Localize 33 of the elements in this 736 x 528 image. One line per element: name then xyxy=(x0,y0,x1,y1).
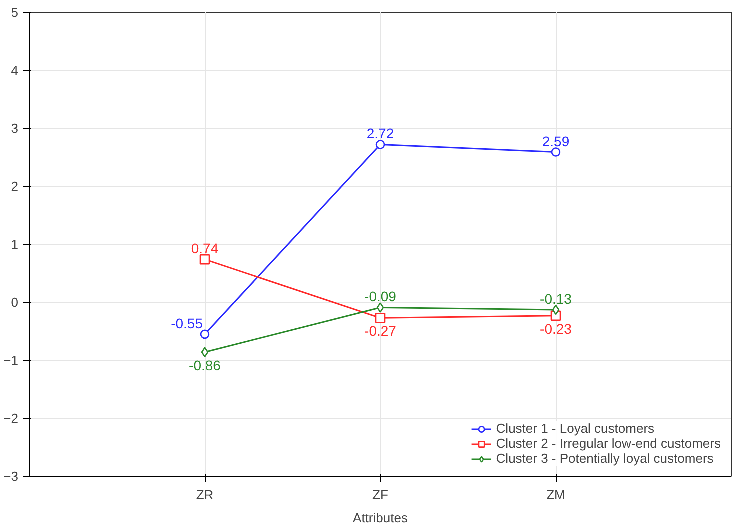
y-tick-label: 2 xyxy=(11,179,19,194)
y-tick-label: 5 xyxy=(11,5,19,20)
y-tick-label: −2 xyxy=(4,411,19,426)
legend-label: Cluster 3 - Potentially loyal customers xyxy=(496,451,714,466)
y-tick-label: −1 xyxy=(4,353,19,368)
data-label: 2.59 xyxy=(542,133,570,150)
y-tick-label: 1 xyxy=(11,237,19,252)
point xyxy=(376,302,384,313)
data-label: 0.74 xyxy=(191,240,219,257)
y-tick-label: 4 xyxy=(11,63,19,78)
point xyxy=(551,148,561,157)
x-tick-label: ZF xyxy=(372,488,388,502)
data-label: -0.27 xyxy=(364,323,397,340)
point xyxy=(552,304,560,316)
point xyxy=(200,330,210,340)
y-tick-label: −3 xyxy=(4,469,19,484)
x-axis-title: Attributes xyxy=(353,510,408,526)
point xyxy=(200,254,210,265)
point xyxy=(376,140,386,150)
y-tick-label: 3 xyxy=(11,121,19,136)
data-label: -0.86 xyxy=(189,357,222,374)
legend-label: Cluster 1 - Loyal customers xyxy=(496,421,655,436)
data-label: -0.55 xyxy=(171,315,204,332)
data-label: 2.72 xyxy=(366,126,394,142)
point xyxy=(201,347,209,358)
data-label: -0.09 xyxy=(364,288,397,305)
y-tick-label: 0 xyxy=(11,295,19,310)
legend-label: Cluster 2 - Irregular low-end customers xyxy=(496,436,721,451)
data-label: -0.23 xyxy=(540,320,572,337)
x-tick-label: ZR xyxy=(196,488,214,502)
x-tick-label: ZM xyxy=(546,488,566,502)
data-label: -0.13 xyxy=(540,291,572,308)
point xyxy=(375,313,386,324)
